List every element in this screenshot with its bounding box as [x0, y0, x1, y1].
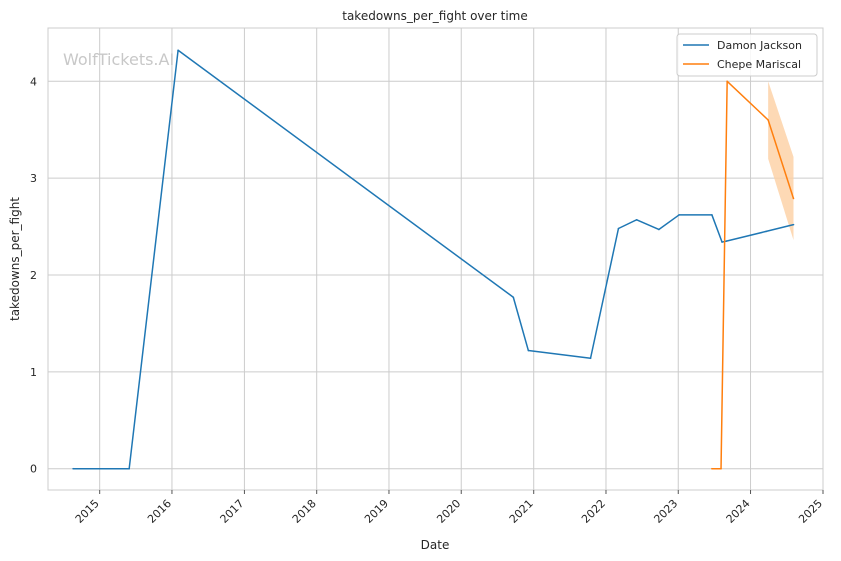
data-point-damon-jackson: [678, 214, 680, 216]
x-tick-label: 2018: [290, 497, 319, 526]
y-axis-ticks: 0 1 2 3 4: [30, 75, 37, 475]
x-tick-label: 2015: [73, 497, 102, 526]
data-point-damon-jackson: [792, 223, 795, 226]
data-point-damon-jackson: [725, 240, 728, 242]
data-point-damon-jackson: [512, 296, 515, 299]
x-tick-label: 2021: [507, 497, 536, 526]
x-axis-ticks: 2015 2016 2017 2018 2019 2020 2021 2022 2023 2024…: [73, 490, 825, 526]
legend-label-damon-jackson: Damon Jackson: [717, 39, 802, 52]
plot-area: [47, 27, 824, 491]
legend-box: [676, 33, 818, 77]
x-tick-label: 2022: [579, 497, 608, 526]
x-axis-label: Date: [421, 538, 450, 552]
data-point-chepe-mariscal: [726, 80, 728, 83]
series-lines: [72, 49, 795, 470]
data-point-damon-jackson: [128, 467, 130, 470]
data-point-damon-jackson: [617, 227, 620, 230]
x-tick-label: 2017: [218, 497, 247, 526]
data-point-chepe-mariscal: [767, 119, 769, 121]
data-point-chepe-mariscal: [720, 467, 722, 470]
data-point-chepe-mariscal: [711, 467, 713, 470]
x-tick-label: 2020: [434, 497, 463, 526]
y-axis-label: takedowns_per_fight: [8, 197, 22, 321]
data-point-chepe-mariscal: [792, 197, 795, 200]
data-point-damon-jackson: [589, 357, 592, 360]
legend: Damon Jackson Chepe Mariscal: [676, 33, 818, 77]
data-point-damon-jackson: [721, 241, 723, 243]
y-tick-label: 1: [30, 366, 37, 379]
data-point-damon-jackson: [765, 230, 767, 233]
x-tick-label: 2024: [724, 497, 753, 526]
data-point-damon-jackson: [177, 49, 179, 52]
data-point-damon-jackson: [527, 349, 530, 352]
data-point-damon-jackson: [711, 214, 713, 216]
y-tick-label: 4: [30, 75, 37, 88]
x-tick-label: 2023: [651, 497, 680, 526]
data-point-damon-jackson: [635, 218, 638, 221]
y-tick-label: 3: [30, 172, 37, 185]
legend-label-chepe-mariscal: Chepe Mariscal: [717, 58, 801, 71]
data-point-damon-jackson: [72, 467, 74, 470]
y-tick-label: 0: [30, 463, 37, 476]
chart-title: takedowns_per_fight over time: [342, 9, 528, 23]
x-tick-label: 2019: [362, 497, 391, 526]
y-tick-label: 2: [30, 269, 37, 282]
x-tick-label: 2025: [796, 497, 825, 526]
watermark: WolfTickets.AI: [63, 50, 174, 69]
data-point-damon-jackson: [658, 228, 660, 231]
x-tick-label: 2016: [145, 497, 174, 526]
